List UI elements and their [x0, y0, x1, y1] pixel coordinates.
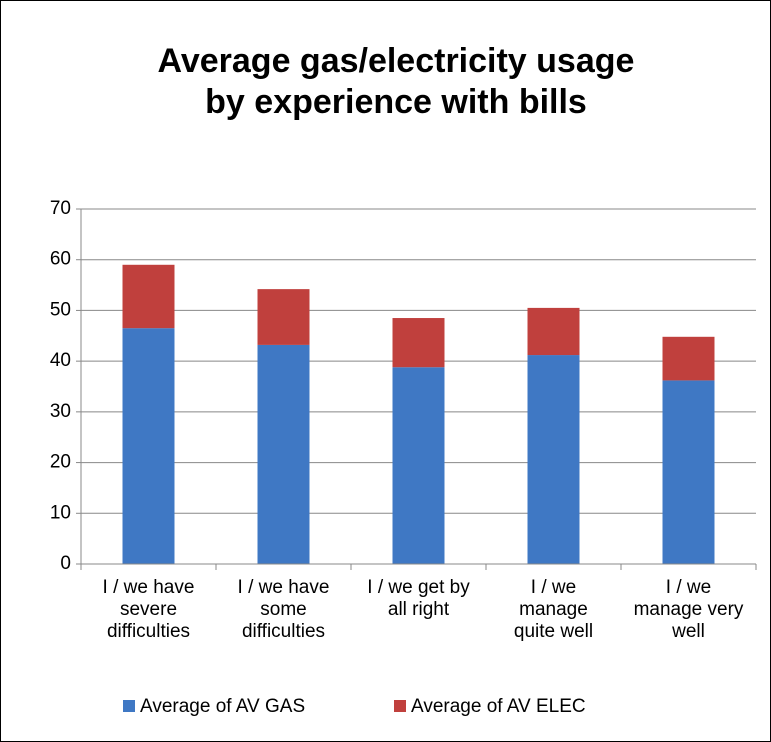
x-tick-label: I / we manage quite well	[513, 577, 594, 642]
bar-segment	[662, 380, 715, 564]
y-tick-label: 70	[50, 198, 71, 219]
legend-swatch	[394, 700, 406, 712]
x-tick-label: I / we manage very well	[633, 577, 744, 642]
y-tick-label: 20	[50, 452, 71, 473]
legend-swatch	[123, 700, 135, 712]
x-tick-label: I / we get by all right	[367, 577, 470, 620]
bar-segment	[257, 289, 310, 345]
y-tick-label: 0	[60, 553, 71, 574]
chart-title: Average gas/electricity usage by experie…	[157, 42, 635, 121]
y-tick-label: 40	[50, 350, 71, 371]
x-tick-label: I / we have some difficulties	[237, 577, 330, 642]
bar-segment	[122, 328, 175, 564]
legend-label: Average of AV ELEC	[411, 696, 586, 717]
y-tick-label: 30	[50, 401, 71, 422]
bar-segment	[527, 355, 580, 564]
y-tick-label: 10	[50, 502, 71, 523]
bar-segment	[662, 336, 715, 381]
bar-segment	[122, 264, 175, 329]
legend-label: Average of AV GAS	[140, 696, 305, 717]
y-tick-label: 50	[50, 299, 71, 320]
bar-segment	[392, 367, 445, 564]
x-tick-label: I / we have severe difficulties	[102, 577, 195, 642]
bar-segment	[527, 307, 580, 356]
bar-segment	[257, 344, 310, 564]
y-tick-label: 60	[50, 249, 71, 270]
bar-segment	[392, 318, 445, 368]
